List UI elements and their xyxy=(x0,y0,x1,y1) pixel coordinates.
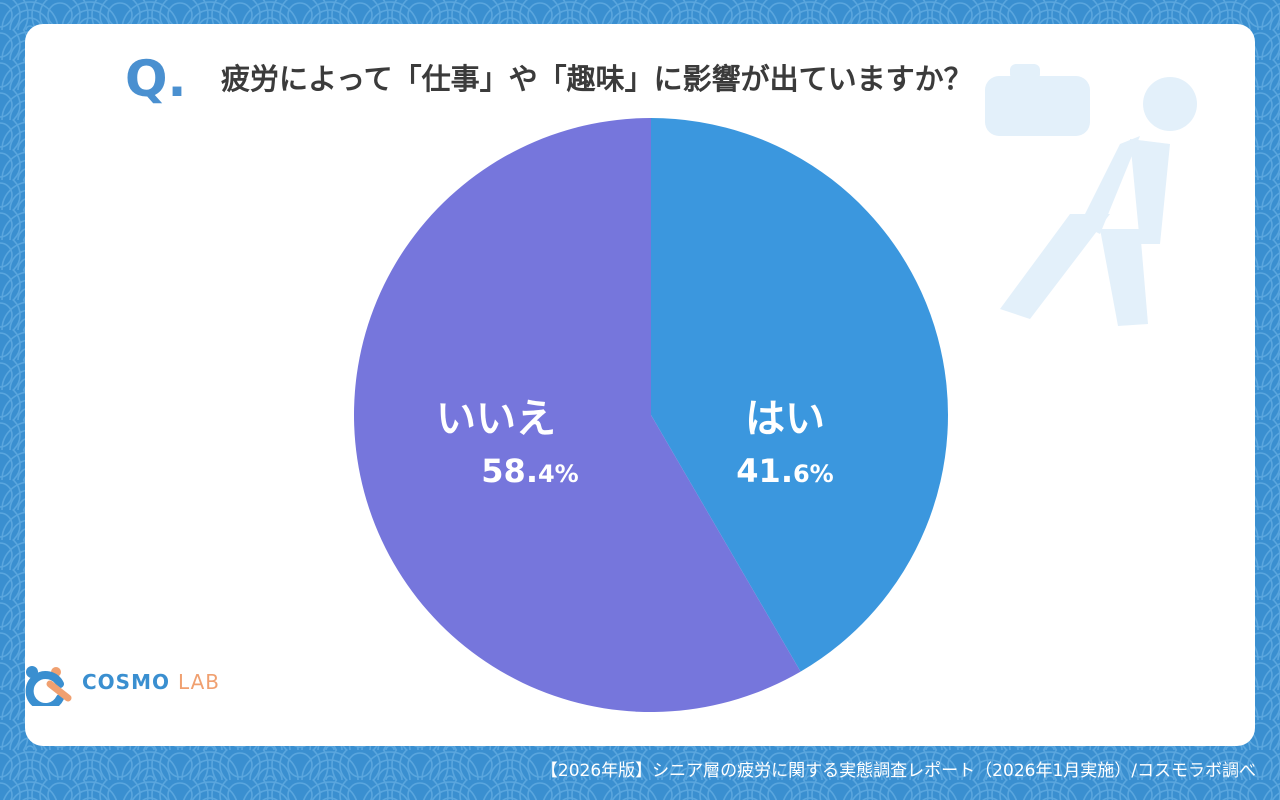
data-label-yes-value: 41.6% xyxy=(736,452,833,490)
tired-person-with-bag-icon xyxy=(985,64,1197,326)
data-label-no-value: 58.4% xyxy=(481,452,578,490)
logo-text-lab: LAB xyxy=(177,670,220,694)
question-text: 疲労によって「仕事」や「趣味」に影響が出ていますか？ xyxy=(221,62,973,96)
data-label-no-category: いいえ xyxy=(436,396,556,442)
data-label-yes-category: はい xyxy=(745,396,825,442)
question-mark: Q. xyxy=(125,50,187,108)
logo-text-cosmo: COSMO xyxy=(82,670,170,694)
source-footnote: 【2026年版】シニア層の疲労に関する実態調査レポート（2026年1月実施）/コ… xyxy=(540,761,1256,781)
brand-logo: COSMO LAB xyxy=(20,662,260,706)
cosmo-lab-logo-icon xyxy=(25,666,72,706)
pie-slice-yes xyxy=(651,118,948,672)
pie-slice-no xyxy=(353,118,801,713)
